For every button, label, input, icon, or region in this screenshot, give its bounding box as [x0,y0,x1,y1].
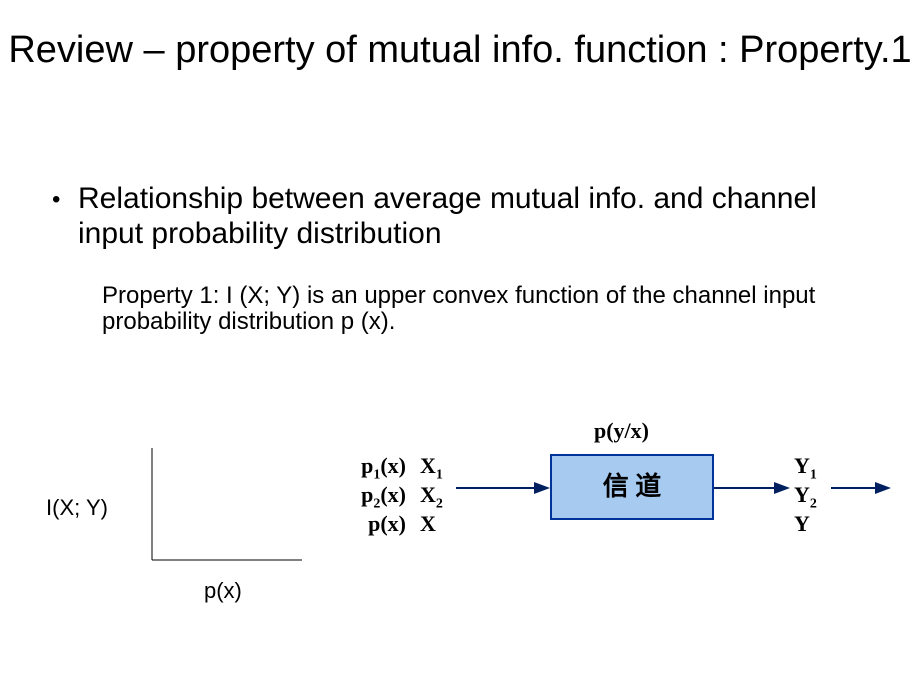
axis-x-label: p(x) [204,578,242,604]
axis-y-label: I(X; Y) [46,495,108,521]
x-sub: 1 [436,467,443,482]
axis-diagram: I(X; Y) p(x) [104,448,304,618]
y-entry: Y1 [794,454,834,483]
arrow-input-icon [456,478,550,498]
x-prefix: X [420,453,436,478]
y-sub: 1 [810,467,817,482]
axis-svg [144,448,304,570]
bullet-dot-icon: • [52,186,60,214]
channel-box: 信 道 [550,454,714,520]
prob-suffix: (x) [380,453,406,478]
prob-suffix: (x) [380,511,406,536]
bullet-item: • Relationship between average mutual in… [78,182,858,251]
x-sub: 2 [436,496,443,511]
prob-prefix: p [368,511,380,536]
prob-entry: p2(x) [328,483,406,512]
y-prefix: Y [794,482,810,507]
x-entry: X1 [420,454,460,483]
y-entry: Y [794,512,834,541]
x-entry: X2 [420,483,460,512]
property-text: Property 1: I (X; Y) is an upper convex … [102,283,872,336]
y-prefix: Y [794,511,810,536]
bullet-text: Relationship between average mutual info… [78,182,817,250]
x-prefix: X [420,482,436,507]
y-entry: Y2 [794,483,834,512]
x-prefix: X [420,511,436,536]
prob-entry: p(x) [328,512,406,541]
arrow-out-icon [831,478,891,498]
channel-diagram: p(y/x) p1(x) p2(x) p(x) X1 X2 X [326,412,916,592]
prob-prefix: p [361,482,373,507]
y-prefix: Y [794,453,810,478]
prob-column: p1(x) p2(x) p(x) [328,454,406,541]
x-column: X1 X2 X [420,454,460,541]
slide: Review – property of mutual info. functi… [0,0,920,690]
arrow-output-icon [714,478,790,498]
pyx-label: p(y/x) [594,418,649,444]
y-column: Y1 Y2 Y [794,454,834,541]
y-sub: 2 [810,496,817,511]
prob-suffix: (x) [380,482,406,507]
x-entry: X [420,512,460,541]
slide-title: Review – property of mutual info. functi… [0,28,920,74]
prob-prefix: p [361,453,373,478]
prob-entry: p1(x) [328,454,406,483]
